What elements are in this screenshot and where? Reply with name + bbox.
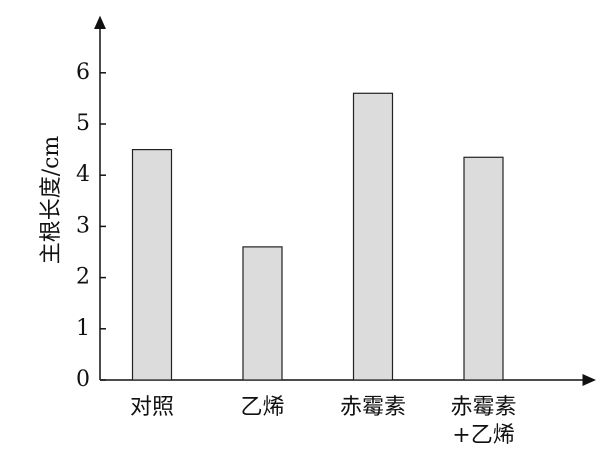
- y-tick-label: 1: [76, 316, 90, 341]
- bar: [242, 246, 283, 381]
- y-tick-label: 5: [76, 111, 90, 136]
- y-tick-label: 6: [76, 60, 90, 85]
- bar: [352, 92, 394, 381]
- bar: [463, 156, 504, 381]
- y-tick-label: 4: [76, 162, 90, 187]
- x-tick-label-box: 赤霉素: [339, 395, 406, 420]
- y-tick-label: 2: [76, 265, 90, 290]
- x-tick-label: 对照: [129, 395, 174, 420]
- x-tick-label-box: 乙烯: [240, 395, 285, 420]
- y-tick-label: 0: [76, 367, 90, 392]
- y-tick-label: 3: [76, 213, 90, 238]
- x-tick-label: 赤霉素: [339, 395, 406, 420]
- x-tick-label-box: 赤霉素+乙烯: [450, 395, 517, 448]
- y-axis-label: 主根长度/cm: [39, 136, 64, 265]
- bar: [131, 149, 173, 381]
- x-tick-label-box: 对照: [129, 395, 174, 420]
- x-tick-label: 赤霉素+乙烯: [450, 395, 517, 448]
- x-tick-label: 乙烯: [240, 395, 285, 420]
